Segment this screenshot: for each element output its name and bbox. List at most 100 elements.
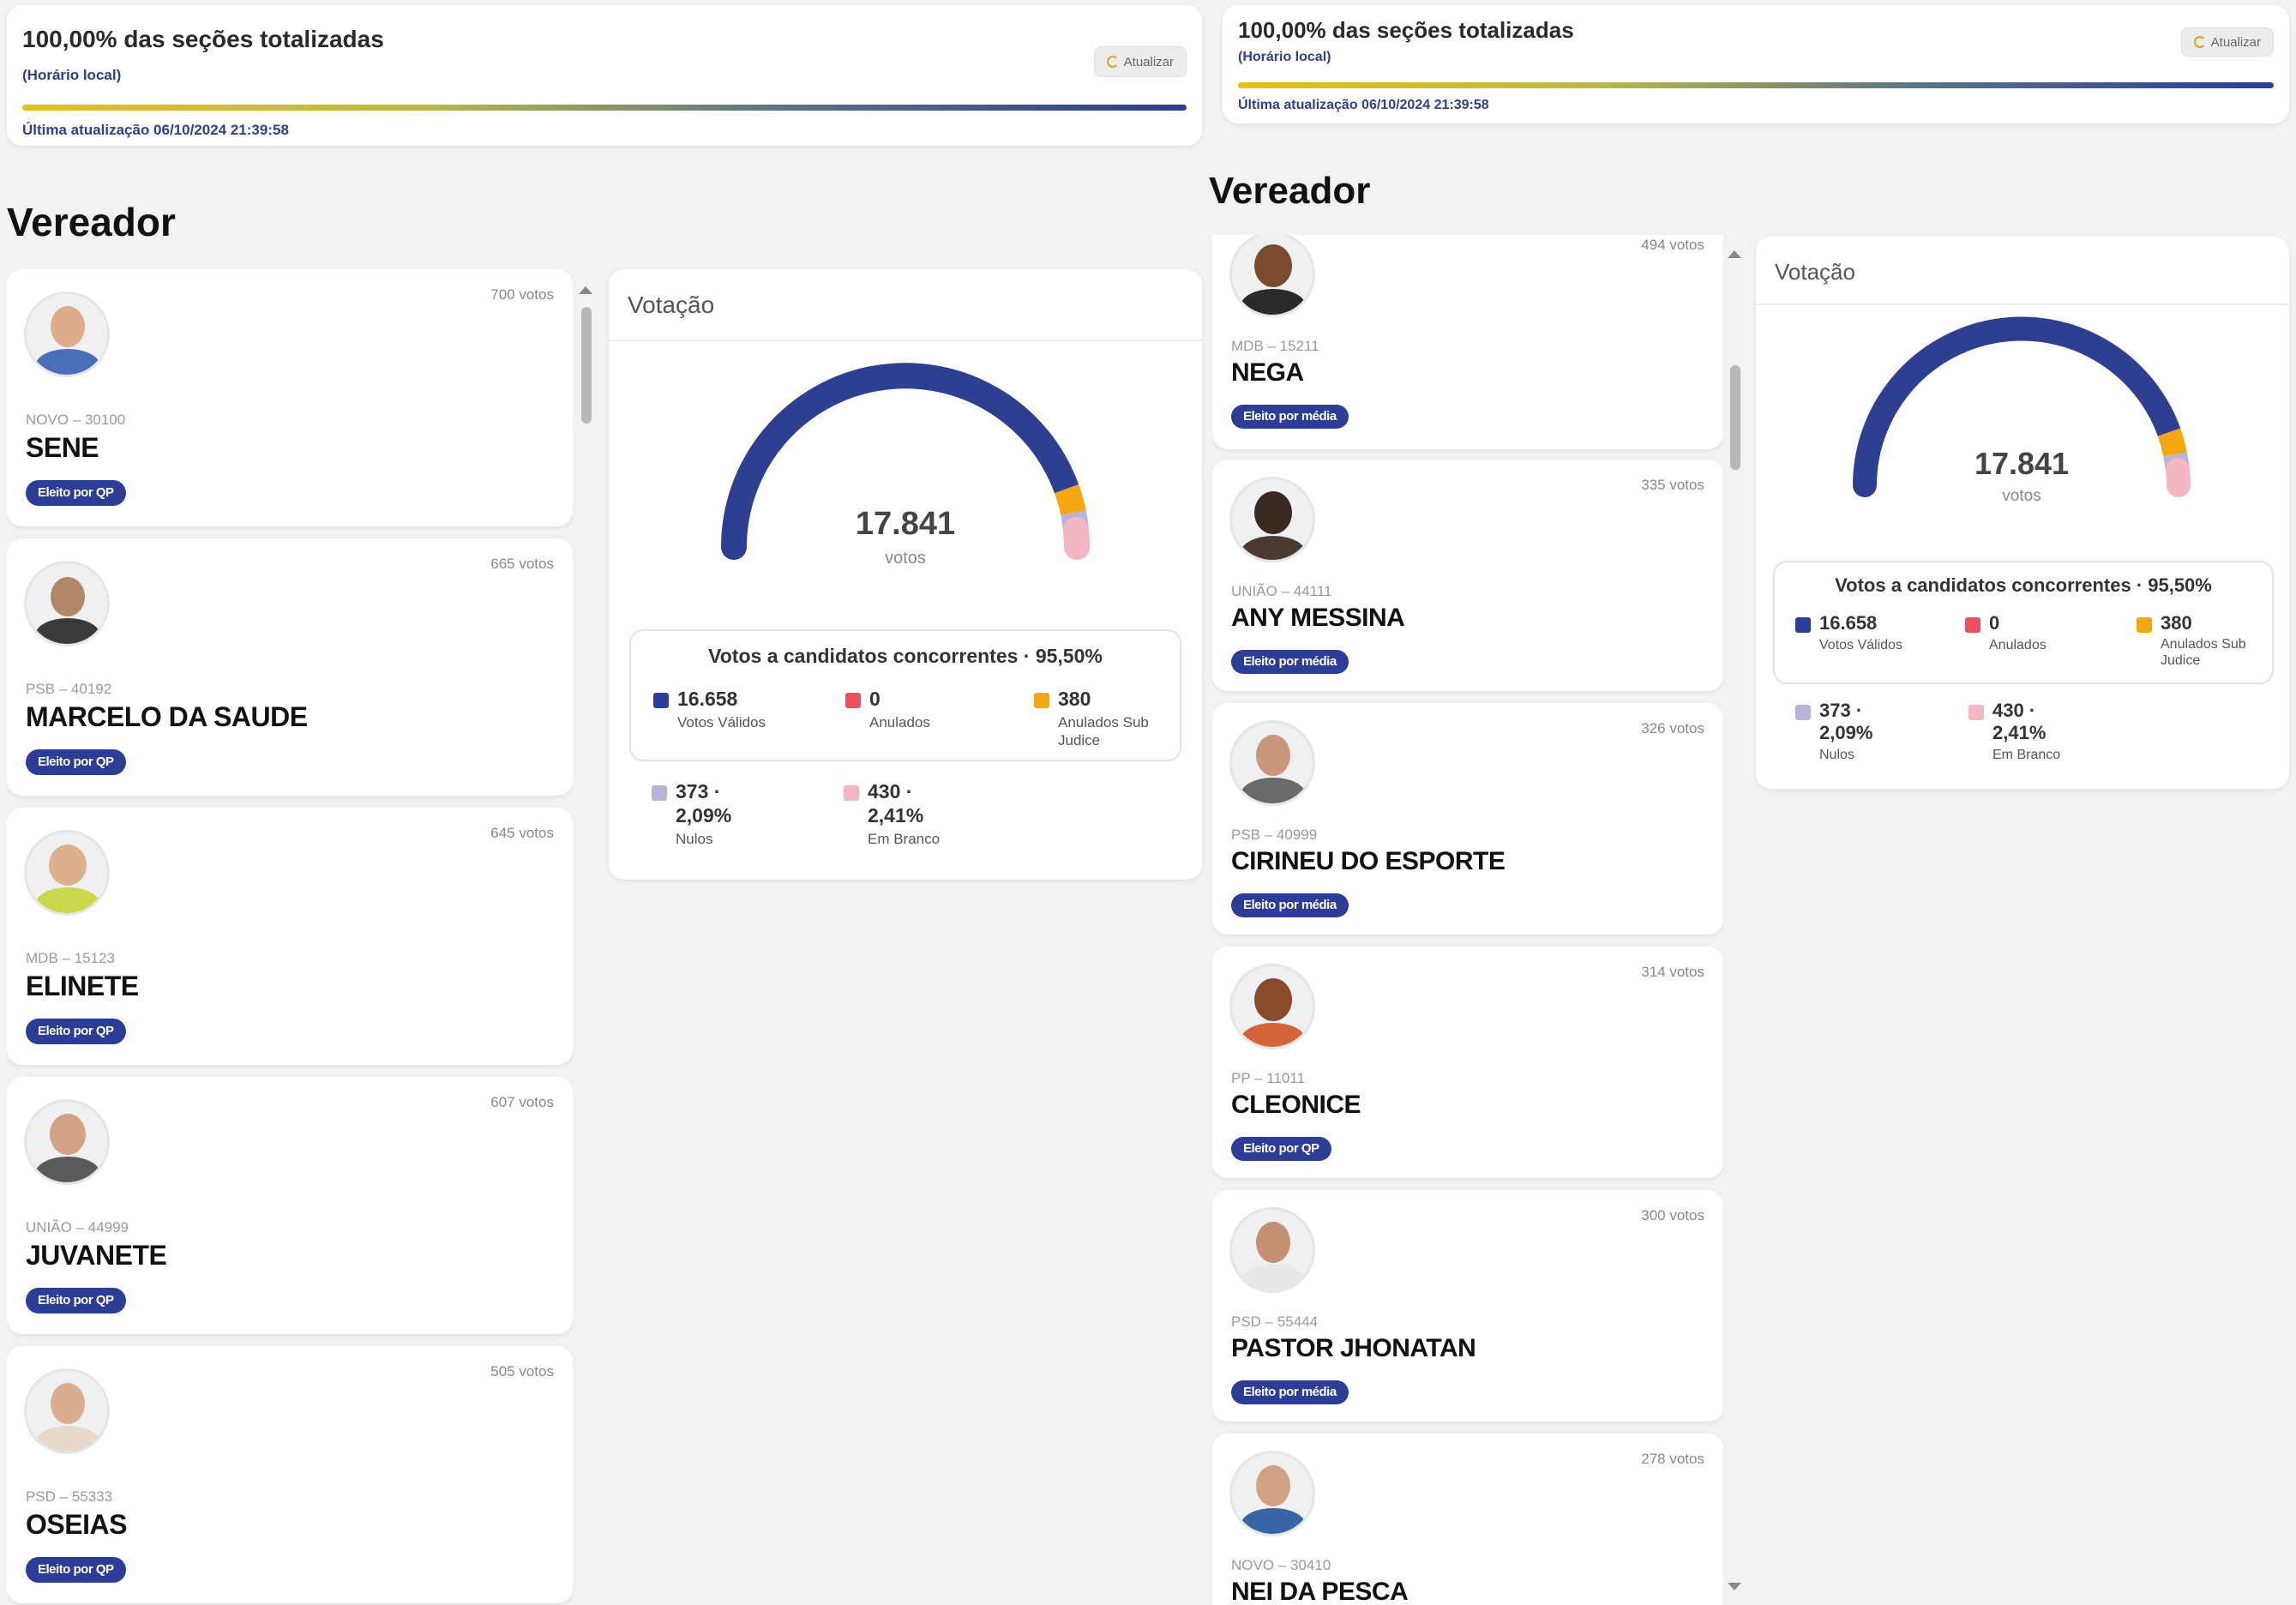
elected-badge: Eleito por média (1231, 1380, 1349, 1404)
legend-swatch (1795, 617, 1811, 633)
total-votes-number: 17.841 (855, 506, 956, 542)
candidate-votes: 300 votos (1641, 1207, 1704, 1223)
candidate-name: ELINETE (26, 971, 139, 1001)
total-votes-label: votos (885, 549, 926, 568)
scroll-up-arrow-icon[interactable] (579, 286, 592, 294)
candidate-name: ANY MESSINA (1231, 604, 1405, 632)
elected-badge: Eleito por QP (26, 749, 126, 775)
candidate-votes: 645 votos (490, 825, 554, 841)
candidate-photo (1229, 1207, 1315, 1293)
candidate-party: PSB – 40999 (1231, 827, 1318, 843)
totalization-progress-bar (1238, 82, 2274, 88)
elected-badge: Eleito por QP (1231, 1137, 1331, 1161)
candidate-card[interactable]: 607 votos UNIÃO – 44999 JUVANETE Eleito … (7, 1077, 573, 1334)
candidate-votes: 607 votos (490, 1094, 554, 1110)
refresh-button[interactable]: Atualizar (1093, 46, 1187, 77)
candidate-card[interactable]: 278 votos NOVO – 30410 NEI DA PESCA (1212, 1434, 1723, 1605)
candidate-party: PSD – 55444 (1231, 1313, 1319, 1330)
scrollbar-thumb[interactable] (1730, 365, 1740, 470)
candidate-photo (1229, 720, 1315, 806)
elected-badge: Eleito por QP (26, 480, 126, 506)
votes-gauge: 17.841 votos (700, 358, 1111, 598)
legend-swatch (844, 785, 859, 801)
voting-divider (609, 340, 1202, 341)
candidate-party: UNIÃO – 44999 (26, 1219, 129, 1235)
scroll-up-arrow-icon[interactable] (1728, 250, 1741, 258)
candidate-name: MARCELO DA SAUDE (26, 701, 308, 732)
candidate-votes: 505 votos (490, 1363, 554, 1380)
candidate-list-scrollbar[interactable] (578, 283, 592, 1603)
refresh-icon (2193, 36, 2206, 48)
total-votes-label: votos (2002, 487, 2041, 505)
legend-swatch (1034, 693, 1049, 708)
candidate-name: PASTOR JHONATAN (1231, 1334, 1476, 1362)
votes-gauge: 17.841 votos (1833, 312, 2210, 532)
candidate-photo (1229, 477, 1315, 562)
voting-title: Votação (628, 292, 715, 318)
candidate-party: PSD – 55333 (26, 1488, 113, 1505)
candidate-card[interactable]: 326 votos PSB – 40999 CIRINEU DO ESPORTE… (1212, 703, 1723, 935)
candidate-party: NOVO – 30100 (26, 412, 126, 428)
candidate-votes: 494 votos (1641, 237, 1704, 253)
candidate-votes: 314 votos (1641, 964, 1704, 980)
candidate-votes: 665 votos (490, 556, 554, 572)
candidate-name: NEI DA PESCA (1231, 1578, 1409, 1605)
refresh-button[interactable]: Atualizar (2180, 27, 2274, 57)
candidate-votes: 700 votos (490, 286, 554, 303)
elected-badge: Eleito por média (1231, 893, 1349, 917)
legend-swatch (1795, 705, 1811, 720)
candidate-card[interactable]: 494 votos MDB – 15211 NEGA Eleito por mé… (1212, 235, 1723, 449)
concorrentes-title: Votos a candidatos concorrentes · 95,50% (708, 645, 1103, 667)
candidate-name: OSEIAS (26, 1509, 127, 1540)
concorrentes-title: Votos a candidatos concorrentes · 95,50% (1835, 574, 2212, 596)
totalization-title: 100,00% das seções totalizadas (1238, 17, 1574, 43)
voting-card: Votação 17.841 votos Votos a candidatos … (609, 269, 1202, 880)
voting-card: Votação 17.841 votos Votos a candidatos … (1756, 237, 2289, 789)
totalization-status-card: 100,00% das seções totalizadas (Horário … (1223, 5, 2289, 123)
gauge-arc (721, 363, 1091, 560)
candidate-card[interactable]: 665 votos PSB – 40192 MARCELO DA SAUDE E… (7, 538, 573, 796)
candidate-photo (1229, 964, 1315, 1049)
candidate-card[interactable]: 314 votos PP – 11011 CLEONICE Eleito por… (1212, 947, 1723, 1178)
legend-swatch (2137, 617, 2152, 633)
candidate-party: MDB – 15211 (1231, 338, 1319, 354)
candidate-list[interactable]: 700 votos NOVO – 30100 SENE Eleito por Q… (7, 269, 573, 1605)
scroll-down-arrow-icon[interactable] (1728, 1583, 1741, 1590)
candidate-photo (1229, 235, 1315, 317)
candidate-photo (24, 292, 110, 377)
concorrentes-box: Votos a candidatos concorrentes · 95,50%… (1773, 561, 2274, 684)
elected-badge: Eleito por média (1231, 405, 1349, 429)
candidate-card[interactable]: 335 votos UNIÃO – 44111 ANY MESSINA Elei… (1212, 460, 1723, 691)
candidate-votes: 326 votos (1641, 720, 1704, 736)
candidate-party: MDB – 15123 (26, 950, 115, 966)
concorrentes-box: Votos a candidatos concorrentes · 95,50%… (629, 629, 1181, 761)
candidate-photo (24, 1368, 110, 1454)
timezone-label: (Horário local) (22, 67, 122, 83)
refresh-icon (1106, 56, 1119, 68)
elected-badge: Eleito por QP (26, 1557, 126, 1583)
candidate-party: NOVO – 30410 (1231, 1557, 1331, 1573)
totalization-status-card: 100,00% das seções totalizadas (Horário … (7, 5, 1202, 146)
legend-swatch (653, 693, 669, 708)
left-panel: 100,00% das seções totalizadas (Horário … (7, 5, 1202, 1605)
legend-swatch (845, 693, 861, 708)
candidate-list-scrollbar[interactable] (1727, 247, 1741, 1602)
candidate-card[interactable]: 645 votos MDB – 15123 ELINETE Eleito por… (7, 808, 573, 1065)
legend-swatch (1968, 705, 1984, 720)
elected-badge: Eleito por média (1231, 650, 1349, 674)
candidate-name: NEGA (1231, 358, 1304, 387)
candidate-name: SENE (26, 432, 99, 463)
right-panel: 100,00% das seções totalizadas (Horário … (1209, 0, 2296, 1605)
candidate-list[interactable]: 494 votos MDB – 15211 NEGA Eleito por mé… (1212, 235, 1723, 1605)
scrollbar-thumb[interactable] (581, 307, 592, 424)
candidate-party: UNIÃO – 44111 (1231, 583, 1332, 599)
legend-swatch (652, 785, 667, 801)
section-title: Vereador (1209, 170, 1371, 212)
candidate-card[interactable]: 700 votos NOVO – 30100 SENE Eleito por Q… (7, 269, 573, 526)
candidate-party: PP – 11011 (1231, 1070, 1306, 1086)
elected-badge: Eleito por QP (26, 1019, 126, 1044)
timezone-label: (Horário local) (1238, 50, 1331, 64)
candidate-name: CIRINEU DO ESPORTE (1231, 847, 1506, 875)
candidate-card[interactable]: 505 votos PSD – 55333 OSEIAS Eleito por … (7, 1346, 573, 1603)
candidate-card[interactable]: 300 votos PSD – 55444 PASTOR JHONATAN El… (1212, 1190, 1723, 1422)
